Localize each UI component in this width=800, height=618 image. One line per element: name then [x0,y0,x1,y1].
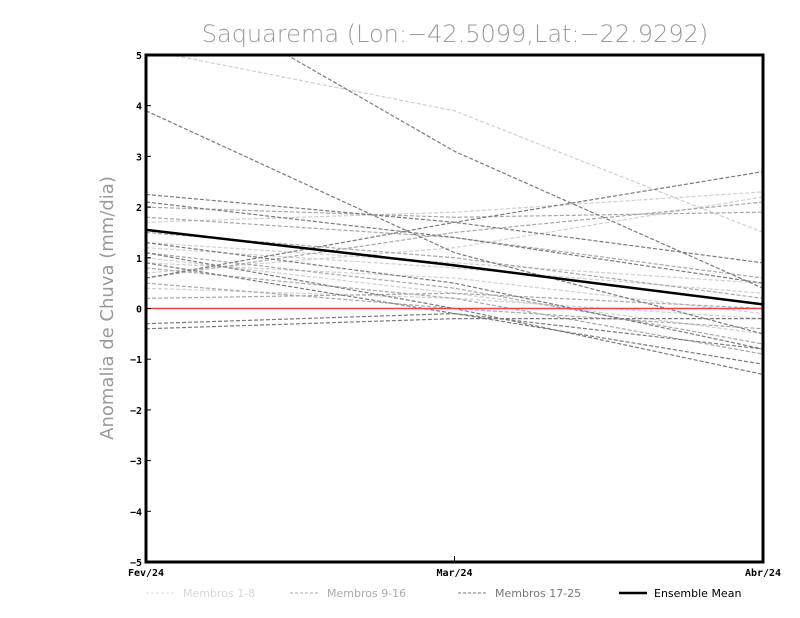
y-axis-label: Anomalia de Chuva (mm/dia) [97,176,118,440]
y-tick-label: 3 [136,152,142,163]
legend-label: Membros 9-16 [327,587,406,600]
member-line-19 [146,201,763,284]
member-line-4 [168,55,763,234]
legend-item-1: Membros 1-8 [146,587,255,600]
y-tick-label: −1 [130,355,142,366]
member-line-15 [146,216,763,279]
chart-title: Saquarema (Lon:−42.5099,Lat:−22.9292) [202,20,708,48]
legend: Membros 1-8 Membros 9-16 Membros 17-25 Ense… [146,587,741,600]
member-line-14 [146,267,763,355]
member-line-5 [146,196,763,274]
x-axis-ticks: Fev/24 Mar/24 Abr/24 [128,556,781,579]
member-line-12 [146,292,763,310]
member-line-21 [146,171,763,279]
member-line-3 [146,262,763,315]
member-line-8 [146,247,763,294]
member-line-9 [146,206,763,218]
y-axis-ticks: 5 4 3 2 1 0 −1 −2 −3 −4 −5 [130,51,151,569]
y-tick-label: −5 [130,558,142,569]
y-tick-label: 5 [136,51,142,62]
series-layer [146,55,763,375]
legend-label: Membros 1-8 [183,587,255,600]
y-tick-label: 4 [136,102,142,113]
member-line-22 [146,318,763,330]
member-line-6 [146,257,763,335]
legend-item-2: Membros 9-16 [290,587,406,600]
y-tick-label: 1 [136,254,142,265]
member-line-11 [146,201,763,279]
y-tick-label: −3 [130,457,142,468]
x-tick-label: Abr/24 [745,568,781,579]
y-tick-label: 0 [136,305,142,316]
member-line-2 [146,191,763,223]
member-line-10 [146,252,763,345]
ensemble-mean-line [146,228,763,306]
member-line-1 [146,241,763,284]
member-line-26 [285,55,763,289]
x-tick-label: Mar/24 [436,568,472,579]
y-tick-label: −4 [130,507,142,518]
y-tick-label: −2 [130,406,142,417]
legend-label: Ensemble Mean [654,587,741,600]
legend-item-4: Ensemble Mean [619,587,741,600]
x-tick-label: Fev/24 [128,568,164,579]
y-tick-label: 2 [136,203,142,214]
ensemble-mean-layer [146,228,763,306]
member-line-24 [146,241,763,350]
member-line-18 [146,110,763,335]
legend-label: Membros 17-25 [495,587,581,600]
legend-item-3: Membros 17-25 [458,587,581,600]
member-line-25 [146,312,763,350]
